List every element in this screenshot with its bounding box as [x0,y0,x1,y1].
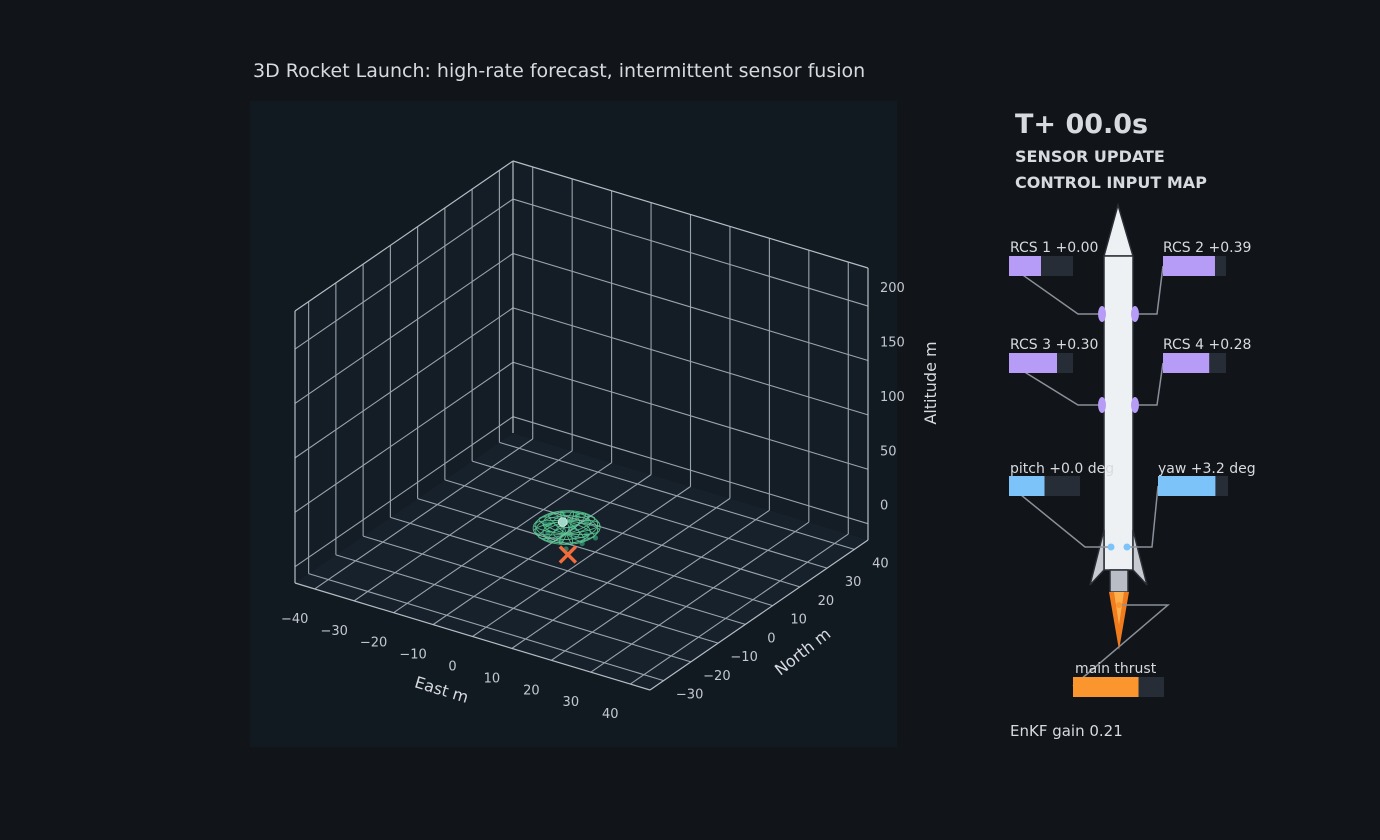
bar-fill [1009,353,1057,373]
grid-line [390,516,746,625]
z-tick-label: 150 [880,335,905,350]
ellipsoid-meridian [537,516,596,540]
ellipsoid-meridian [538,516,595,539]
grid-line [294,416,514,568]
grid-line [512,361,869,470]
ellipsoid-meridian [548,512,586,543]
estimate [557,517,568,527]
leader-lines [1009,265,1171,687]
x-tick-label: −30 [320,624,347,639]
y-tick-label: −30 [676,688,703,703]
grid-line [417,498,773,607]
bar-fill [1009,256,1041,276]
bar-label: main thrust [1075,661,1157,677]
z-axis-label: Altitude m [921,341,940,424]
bar-fill [1158,476,1216,496]
rocket [1089,202,1148,650]
y-tick-label: −20 [703,669,730,684]
bar-fill [1163,256,1215,276]
bar-label: RCS 1 +0.00 [1010,240,1098,256]
y-tick-label: 0 [767,631,775,646]
grid-line [308,573,664,682]
x-tick-label: −40 [281,612,308,627]
z-tick-label: 50 [880,444,897,459]
bar-label: pitch +0.0 deg [1010,461,1114,477]
y-tick-label: 40 [872,556,889,571]
grid-line [294,198,514,350]
grid-line [511,497,731,649]
bar-fill [1009,476,1045,496]
x-tick-label: 30 [563,695,580,710]
heading: CONTROL INPUT MAP [1015,173,1207,192]
bar-fill [1163,353,1210,373]
left-pane [295,161,513,583]
clock: T+ 00.0s [1015,109,1148,140]
z-tick-label: 0 [880,499,888,514]
axis-edge [649,539,869,691]
x-tick-label: 20 [523,683,540,698]
x-tick-label: 40 [602,707,619,722]
bar-label: RCS 3 +0.30 [1010,337,1098,353]
ellipsoid-meridian [547,512,587,543]
x-tick-label: −10 [399,648,426,663]
y-tick-label: 10 [790,613,807,628]
grid-line [294,361,514,513]
axis-edge [294,160,514,312]
ellipsoid [532,510,601,545]
bar-fill [1073,677,1139,697]
ellipsoid-meridian [533,520,600,536]
grid-line [512,252,869,362]
grid-line [393,462,612,614]
grid-line [471,460,828,569]
status: SENSOR UPDATE [1015,147,1165,166]
bar-label: RCS 4 +0.28 [1163,337,1251,353]
y-tick-label: 20 [818,594,835,609]
grid-line [590,521,810,673]
gain: EnKF gain 0.21 [1010,722,1123,740]
chart-title: 3D Rocket Launch: high-rate forecast, in… [253,60,865,82]
grid-line [551,509,770,661]
y-tick-label: −10 [730,650,757,665]
grid-line [294,253,514,404]
truth-marker [558,545,578,564]
grid-line [472,486,691,637]
y-tick-label: 30 [845,575,862,590]
thrusters [1098,306,1139,608]
axis-edge [512,160,869,269]
grid-line [444,479,801,588]
x-tick-label: 10 [484,671,501,686]
grid-line [314,438,534,590]
ellipsoid-meridian [533,519,601,536]
grid-line [335,554,692,663]
x-tick-label: −20 [360,636,387,651]
bar-label: yaw +3.2 deg [1158,461,1256,477]
grid-line [512,307,869,416]
grid-line [362,535,719,644]
grid-line [629,533,849,685]
grid-line [512,416,869,525]
grid-line [499,441,855,550]
bar-label: RCS 2 +0.39 [1163,240,1251,256]
grid-line [353,450,573,602]
x-tick-label: 0 [448,660,456,675]
grid-line [512,198,869,307]
grid-line [432,474,652,626]
z-tick-label: 200 [880,281,905,296]
axis-edge [294,582,651,691]
z-tick-label: 100 [880,390,905,405]
grid-line [294,307,514,459]
ellipsoid-meridian [559,510,575,545]
